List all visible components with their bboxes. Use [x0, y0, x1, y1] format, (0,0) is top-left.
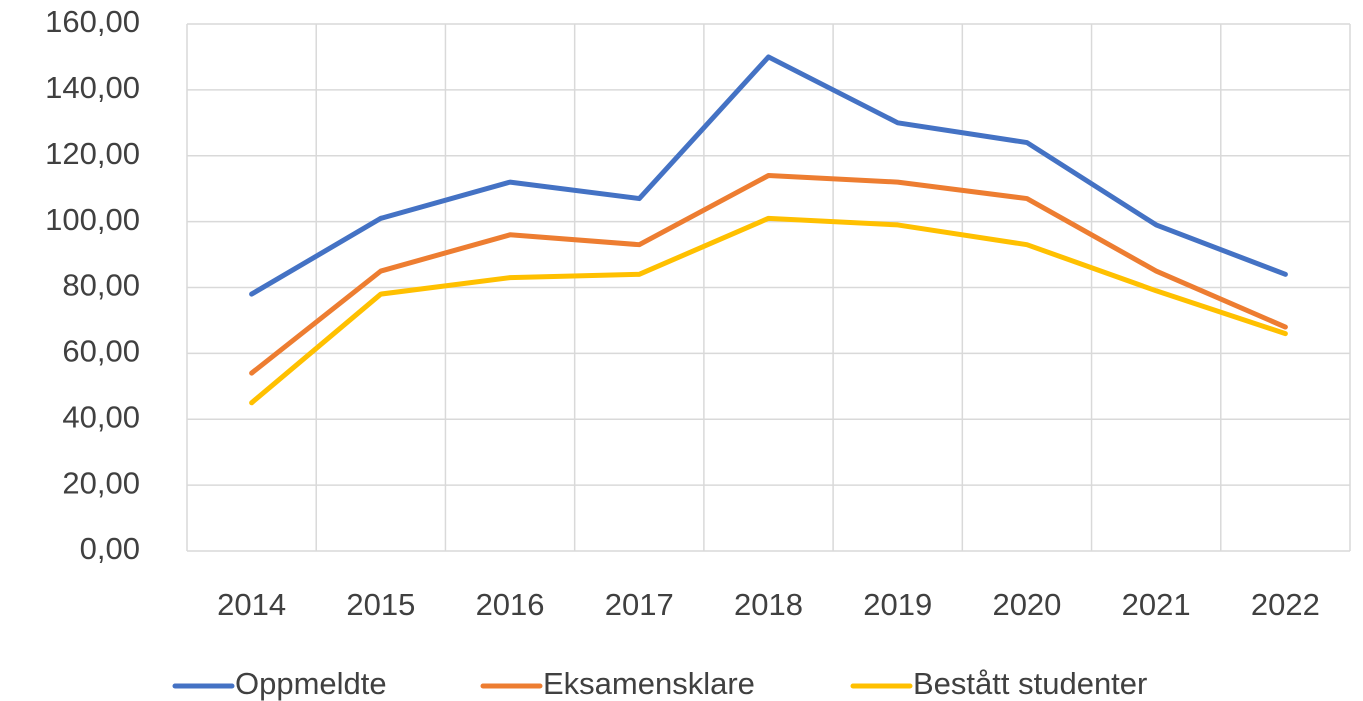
- series-line: [249, 215, 1288, 406]
- legend-label: Bestått studenter: [913, 666, 1147, 701]
- y-tick-label: 100,00: [45, 202, 140, 237]
- legend-label: Eksamensklare: [543, 666, 755, 701]
- y-tick-label: 80,00: [62, 268, 140, 303]
- y-tick-label: 0,00: [80, 531, 140, 566]
- x-tick-label: 2018: [734, 587, 803, 622]
- y-tick-label: 40,00: [62, 399, 140, 434]
- series-line: [249, 173, 1288, 376]
- x-tick-label: 2019: [863, 587, 932, 622]
- y-tick-label: 60,00: [62, 334, 140, 369]
- y-tick-label: 20,00: [62, 465, 140, 500]
- y-tick-label: 160,00: [45, 4, 140, 39]
- x-tick-label: 2016: [476, 587, 545, 622]
- x-tick-label: 2021: [1122, 587, 1191, 622]
- x-tick-label: 2022: [1251, 587, 1320, 622]
- y-tick-label: 140,00: [45, 70, 140, 105]
- x-tick-label: 2017: [605, 587, 674, 622]
- y-tick-label: 120,00: [45, 136, 140, 171]
- series-line: [249, 54, 1288, 297]
- legend-label: Oppmeldte: [235, 666, 387, 701]
- x-tick-label: 2014: [217, 587, 286, 622]
- x-tick-label: 2020: [992, 587, 1061, 622]
- x-tick-label: 2015: [346, 587, 415, 622]
